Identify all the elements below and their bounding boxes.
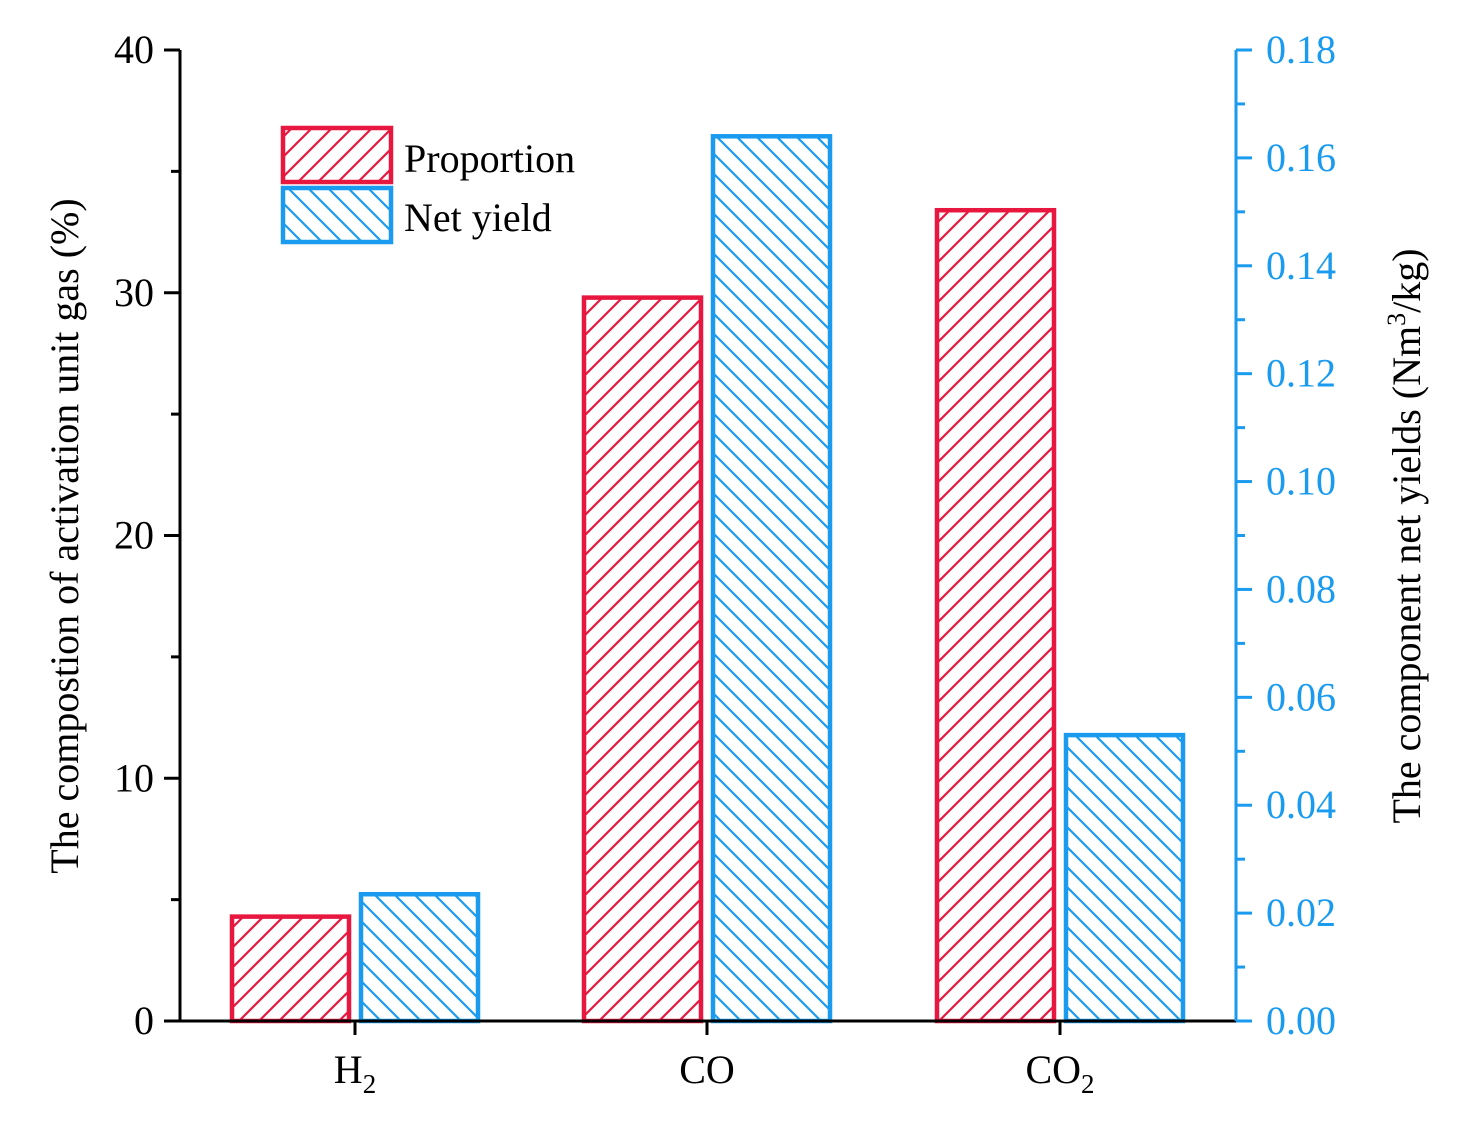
legend-item-proportion: Proportion	[280, 125, 575, 185]
left-axis-title: The compostion of activation unit gas (%…	[42, 198, 87, 873]
right-tick-label-1: 0.02	[1266, 890, 1336, 935]
right-tick-label-8: 0.16	[1266, 135, 1336, 180]
right-tick-label-7: 0.14	[1266, 243, 1336, 288]
right-axis-title-prefix: The component net yields (Nm	[1384, 326, 1429, 824]
bar-net-yield-2	[1063, 732, 1186, 1024]
x-tick-label-0: H2	[334, 1047, 376, 1099]
right-axis-title-sup: 3	[1382, 313, 1411, 326]
x-tick-label-1: CO	[679, 1047, 735, 1092]
right-tick-label-9: 0.18	[1266, 27, 1336, 72]
legend-item-net-yield: Net yield	[280, 185, 552, 245]
left-tick-label-0: 0	[134, 998, 154, 1043]
bar-proportion-0	[229, 914, 352, 1024]
ticks-layer: 0 10 20 30 40 0.00 0.02 0.04 0.06 0.08 0.10 0.12 0.1…	[114, 27, 1336, 1099]
right-axis-title-suffix: /kg)	[1384, 248, 1429, 312]
x-tick-label-2: CO2	[1025, 1047, 1094, 1099]
right-tick-label-6: 0.12	[1266, 351, 1336, 396]
legend-label-proportion: Proportion	[404, 136, 575, 181]
legend-swatch-proportion	[280, 125, 394, 185]
bar-net-yield-1	[710, 134, 833, 1024]
right-axis-title: The component net yields (Nm3/kg)	[1382, 248, 1429, 823]
right-tick-label-0: 0.00	[1266, 998, 1336, 1043]
left-tick-label-3: 30	[114, 270, 154, 315]
bar-net-yield-0	[358, 891, 481, 1024]
legend-swatch-net-yield	[280, 185, 394, 245]
right-tick-label-3: 0.06	[1266, 674, 1336, 719]
legend-label-net-yield: Net yield	[404, 195, 552, 240]
left-tick-label-2: 20	[114, 513, 154, 558]
bar-proportion-1	[581, 295, 704, 1024]
bars-layer	[229, 134, 1186, 1024]
right-tick-label-2: 0.04	[1266, 782, 1336, 827]
legend: Proportion Net yield	[280, 125, 575, 245]
left-tick-label-4: 40	[114, 27, 154, 72]
bar-proportion-2	[934, 207, 1057, 1024]
left-tick-label-1: 10	[114, 755, 154, 800]
right-tick-label-5: 0.10	[1266, 459, 1336, 504]
right-tick-label-4: 0.08	[1266, 566, 1336, 611]
